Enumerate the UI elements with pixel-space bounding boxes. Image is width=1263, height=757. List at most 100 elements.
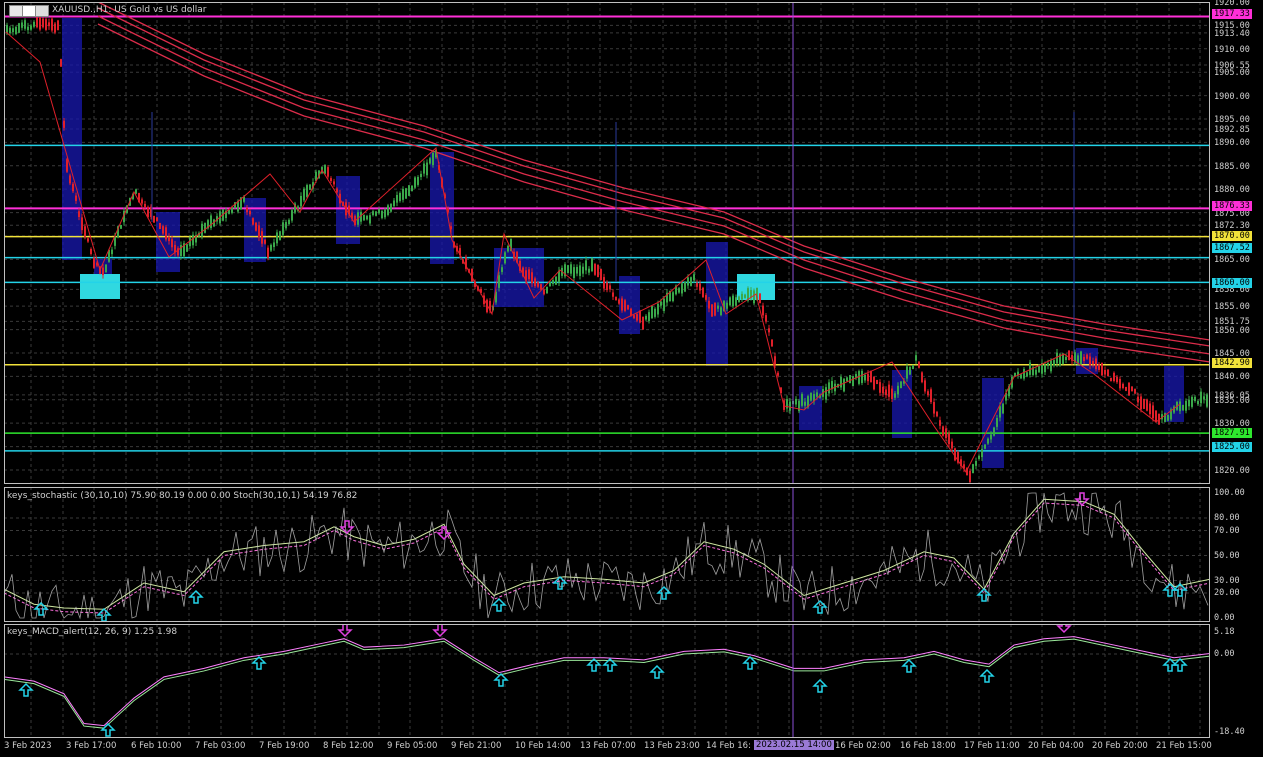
blue-zone [494,248,544,307]
candle-body [1140,396,1142,410]
candle-body [804,401,806,406]
candle-body [759,293,761,304]
candle-body [654,308,656,317]
candle-body [729,297,731,306]
macd-up-arrow [602,657,618,672]
candle-body [1110,377,1112,382]
candle-body [1071,355,1073,361]
stochastic-title: keys_stochastic (30,10,10) 75.90 80.19 0… [7,491,358,501]
candle-body [1191,396,1193,407]
candle-body [891,388,893,399]
candle-body [1188,399,1190,407]
stoch-up-arrow [1172,582,1188,597]
candle-body [588,268,590,273]
candle-body [198,232,200,237]
candle-body [750,289,752,298]
stoch-up-arrow [812,599,828,614]
candle-body [657,303,659,315]
candle-body [807,396,809,408]
candle-body [951,441,953,449]
candle-body [246,207,248,213]
macd-up-arrow [586,657,602,672]
candle-body [249,211,251,215]
candle-body [531,272,533,284]
candle-body [366,215,368,220]
candle-body [786,399,788,409]
candle-body [180,245,182,256]
candle-body [546,286,548,294]
candle-body [228,209,230,214]
candle-body [1122,383,1124,389]
candle-body [96,262,98,266]
candle-body [177,248,179,256]
macd-pane[interactable] [4,624,1210,738]
time-tick: 13 Feb 07:00 [580,741,636,751]
candle-body [1134,389,1136,394]
candle-body [135,189,137,194]
stoch-up-arrow [656,585,672,600]
candle-body [630,308,632,316]
candle-body [384,209,386,218]
time-axis[interactable]: 3 Feb 2023 3 Feb 17:00 6 Feb 10:00 7 Feb 03… [0,738,1263,757]
candle-body [717,305,719,309]
blue-zone [1076,348,1098,374]
candle-body [1101,363,1103,376]
price-tick: 1855.00 [1214,302,1250,313]
candle-body [363,214,365,221]
candle-body [1020,374,1022,379]
time-tick: 10 Feb 14:00 [515,741,571,751]
candle-body [885,389,887,396]
stochastic-pane[interactable] [4,487,1210,622]
candle-body [360,211,362,222]
price-level-label: 1917.33 [1212,9,1252,20]
moving-average-line [97,7,1210,347]
candle-body [450,226,452,230]
candle-body [732,295,734,307]
candle-body [648,312,650,321]
blue-zone [62,18,82,260]
price-chart-pane[interactable] [4,2,1210,484]
candle-body [1026,372,1028,377]
candle-body [372,211,374,216]
candle-body [258,225,260,238]
candle-body [165,227,167,240]
candle-body [393,200,395,207]
price-tick: 1835.00 [1214,395,1250,406]
candle-body [255,222,257,231]
chart-template-icon[interactable] [35,5,49,17]
candle-body [414,177,416,188]
candle-body [963,464,965,469]
candle-body [45,19,47,30]
candle-body [597,264,599,277]
chart-type-icon[interactable] [9,5,23,17]
candle-body [1194,396,1196,401]
price-tick: 1872.30 [1214,221,1250,232]
candle-body [936,411,938,417]
candle-body [132,193,134,200]
candle-body [387,205,389,215]
stoch-up-arrow [33,601,49,616]
candle-body [489,300,491,311]
macd-title: keys_MACD_alert(12, 26, 9) 1.25 1.98 [7,627,178,637]
stochastic-canvas [4,487,1210,622]
candle-body [207,220,209,229]
candle-body [141,199,143,204]
candle-body [1149,403,1151,415]
chart-settings-icon[interactable] [22,5,36,17]
candle-body [663,298,665,311]
price-tick: 1820.00 [1214,465,1250,476]
candle-body [1152,405,1154,419]
candle-body [939,420,941,426]
candle-body [480,288,482,293]
candle-body [867,373,869,382]
candle-body [915,355,917,361]
candle-body [126,205,128,214]
candle-body [1089,356,1091,366]
candle-body [882,386,884,394]
price-tick: 1850.00 [1214,325,1250,336]
candle-body [522,267,524,277]
candle-body [990,434,992,440]
candle-body [564,264,566,277]
candle-body [870,370,872,383]
price-axis[interactable]: 1920.00 1915.00 1913.40 1910.00 1906.55 1905.… [1210,0,1263,740]
